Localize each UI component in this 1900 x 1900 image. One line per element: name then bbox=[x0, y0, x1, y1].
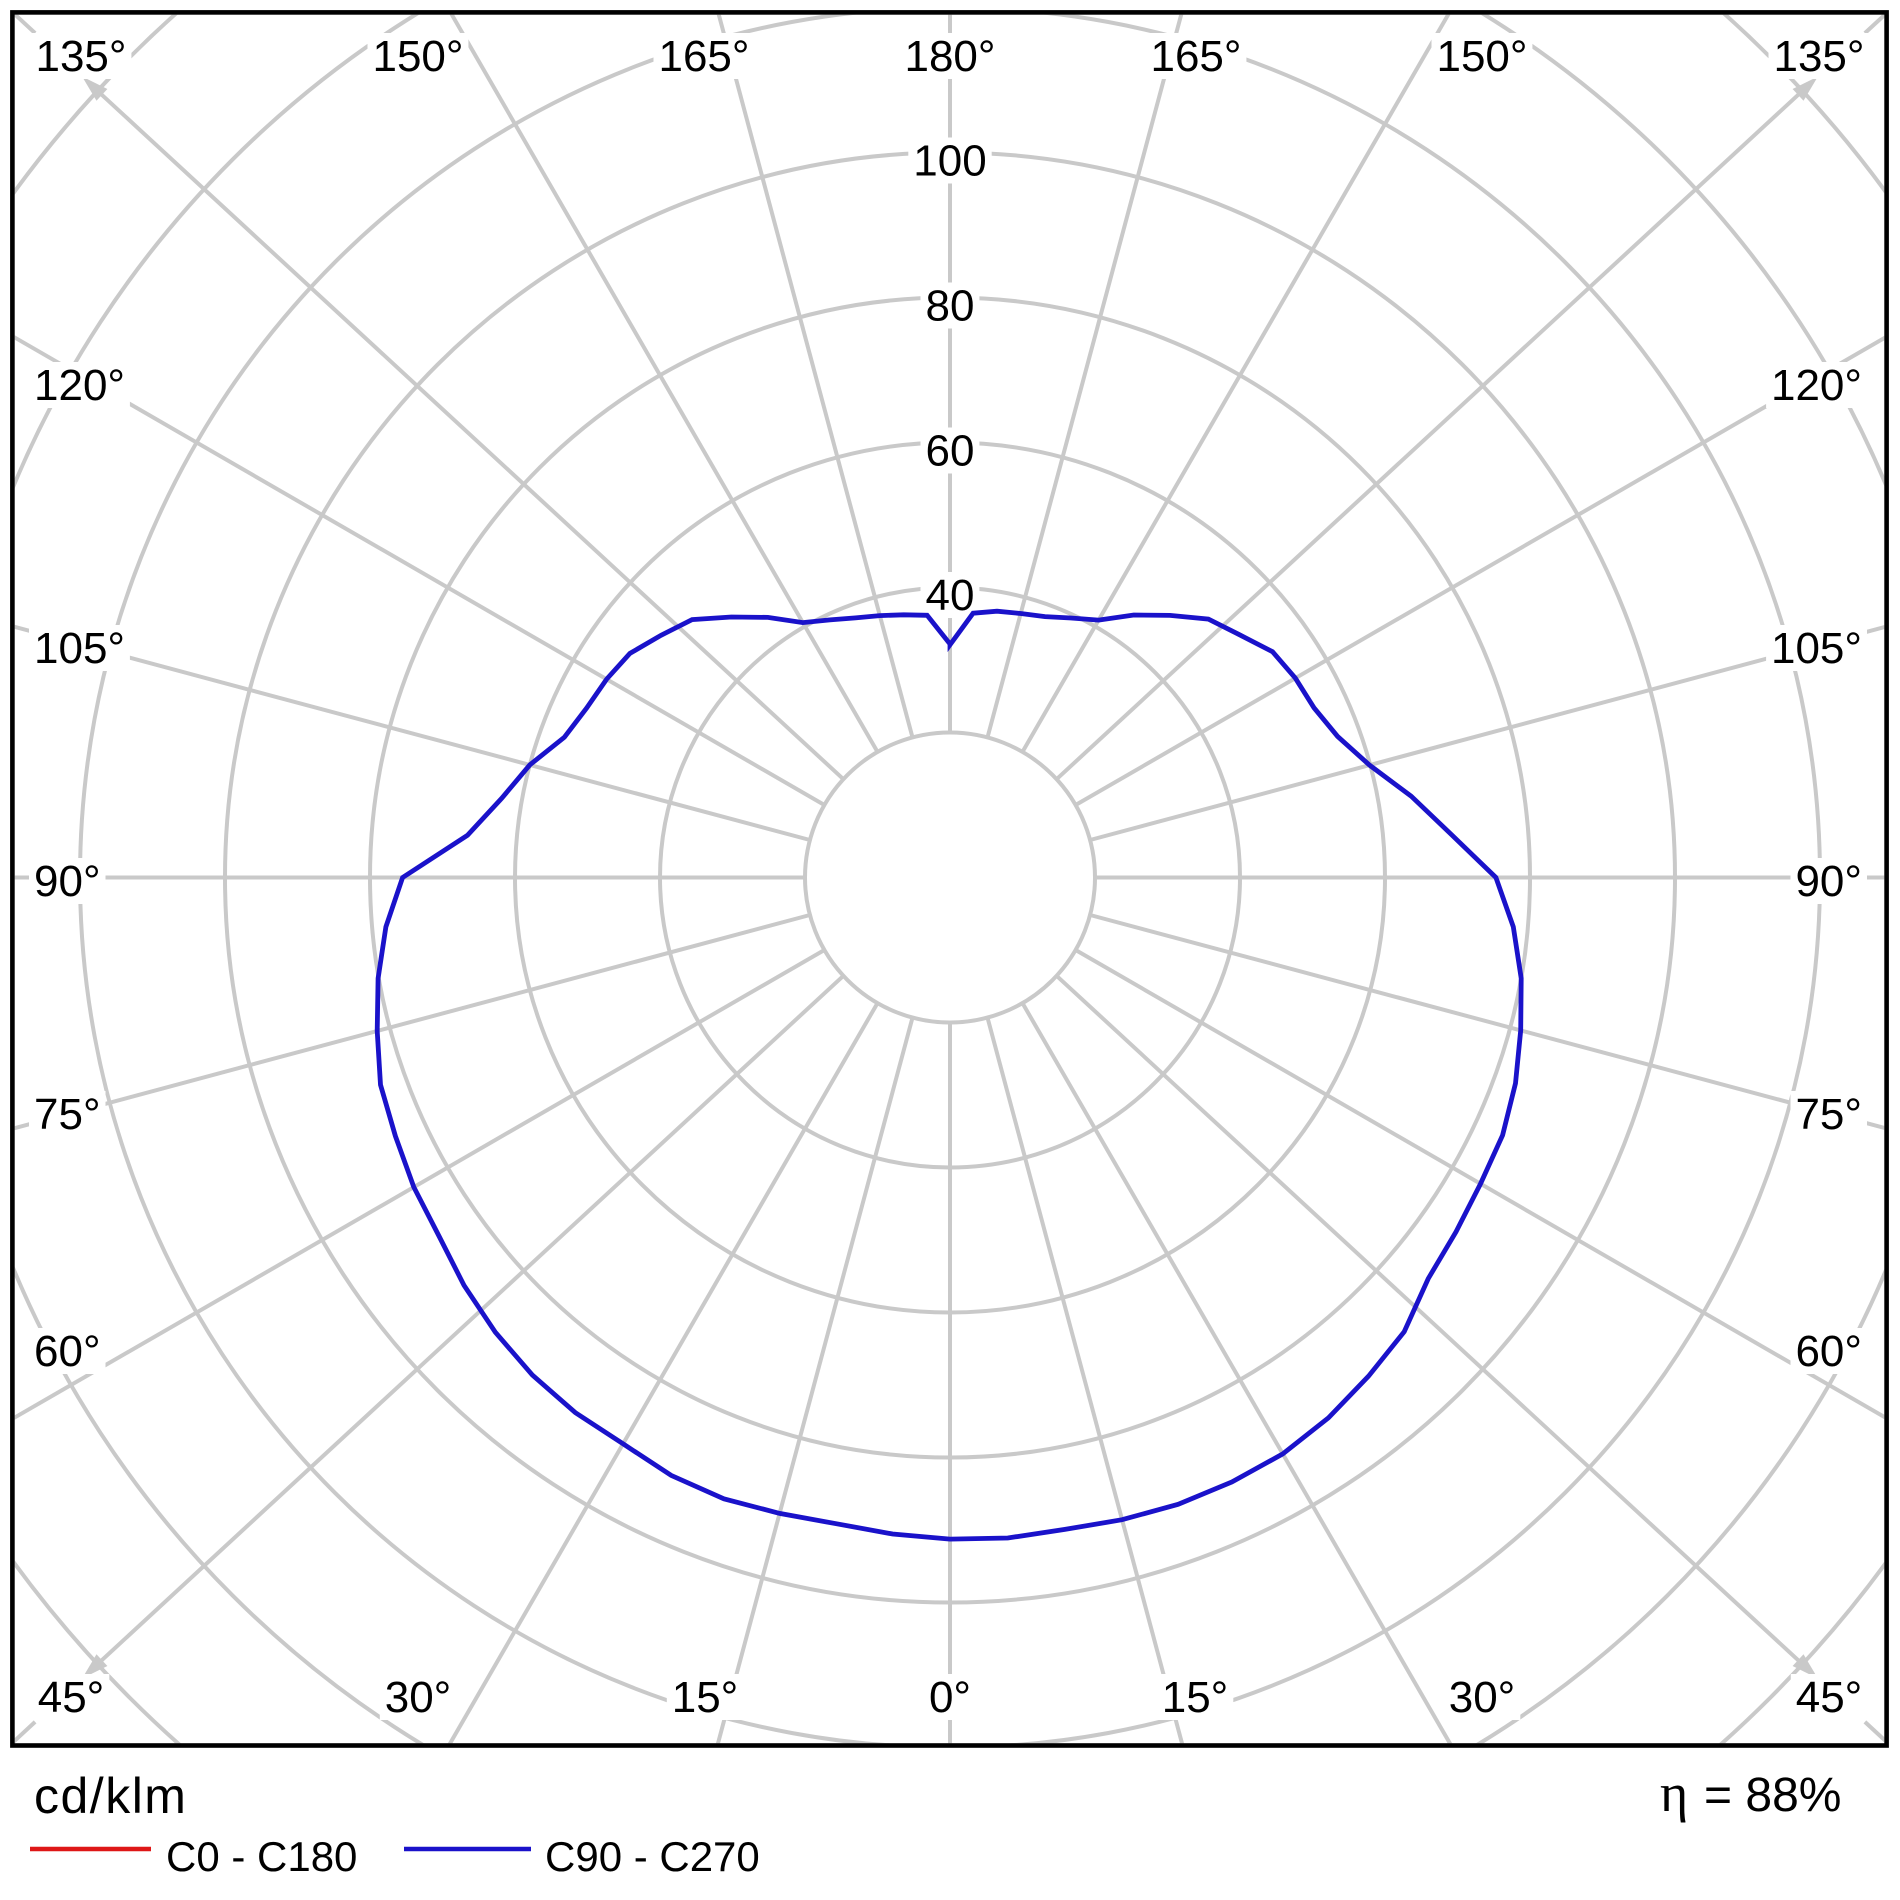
svg-text:135°: 135° bbox=[1773, 32, 1864, 81]
svg-text:120°: 120° bbox=[34, 361, 125, 410]
svg-text:165°: 165° bbox=[1150, 32, 1241, 81]
svg-text:180°: 180° bbox=[904, 32, 995, 81]
svg-text:80: 80 bbox=[926, 282, 975, 331]
svg-text:60: 60 bbox=[926, 427, 975, 476]
svg-text:45°: 45° bbox=[38, 1673, 105, 1722]
svg-text:C90 - C270: C90 - C270 bbox=[545, 1833, 760, 1880]
svg-text:0°: 0° bbox=[929, 1673, 971, 1722]
svg-text:45°: 45° bbox=[1796, 1673, 1863, 1722]
svg-text:75°: 75° bbox=[34, 1090, 101, 1139]
svg-text:75°: 75° bbox=[1795, 1090, 1862, 1139]
svg-text:40: 40 bbox=[926, 571, 975, 620]
svg-text:30°: 30° bbox=[1449, 1673, 1516, 1722]
svg-text:η: η bbox=[1660, 1763, 1688, 1823]
svg-text:105°: 105° bbox=[1771, 624, 1862, 673]
svg-text:C0 - C180: C0 - C180 bbox=[166, 1833, 357, 1880]
svg-text:135°: 135° bbox=[35, 32, 126, 81]
svg-text:15°: 15° bbox=[672, 1673, 739, 1722]
svg-text:60°: 60° bbox=[1795, 1327, 1862, 1376]
svg-text:90°: 90° bbox=[34, 857, 101, 906]
svg-text:60°: 60° bbox=[34, 1327, 101, 1376]
svg-text:15°: 15° bbox=[1162, 1673, 1229, 1722]
svg-text:cd/klm: cd/klm bbox=[34, 1768, 187, 1824]
svg-text:165°: 165° bbox=[658, 32, 749, 81]
svg-text:150°: 150° bbox=[1436, 32, 1527, 81]
svg-text:100: 100 bbox=[913, 137, 986, 186]
svg-text:90°: 90° bbox=[1795, 857, 1862, 906]
svg-text:120°: 120° bbox=[1771, 361, 1862, 410]
svg-text:30°: 30° bbox=[385, 1673, 452, 1722]
svg-text:150°: 150° bbox=[372, 32, 463, 81]
svg-text:105°: 105° bbox=[34, 624, 125, 673]
svg-text:= 88%: = 88% bbox=[1704, 1769, 1841, 1822]
